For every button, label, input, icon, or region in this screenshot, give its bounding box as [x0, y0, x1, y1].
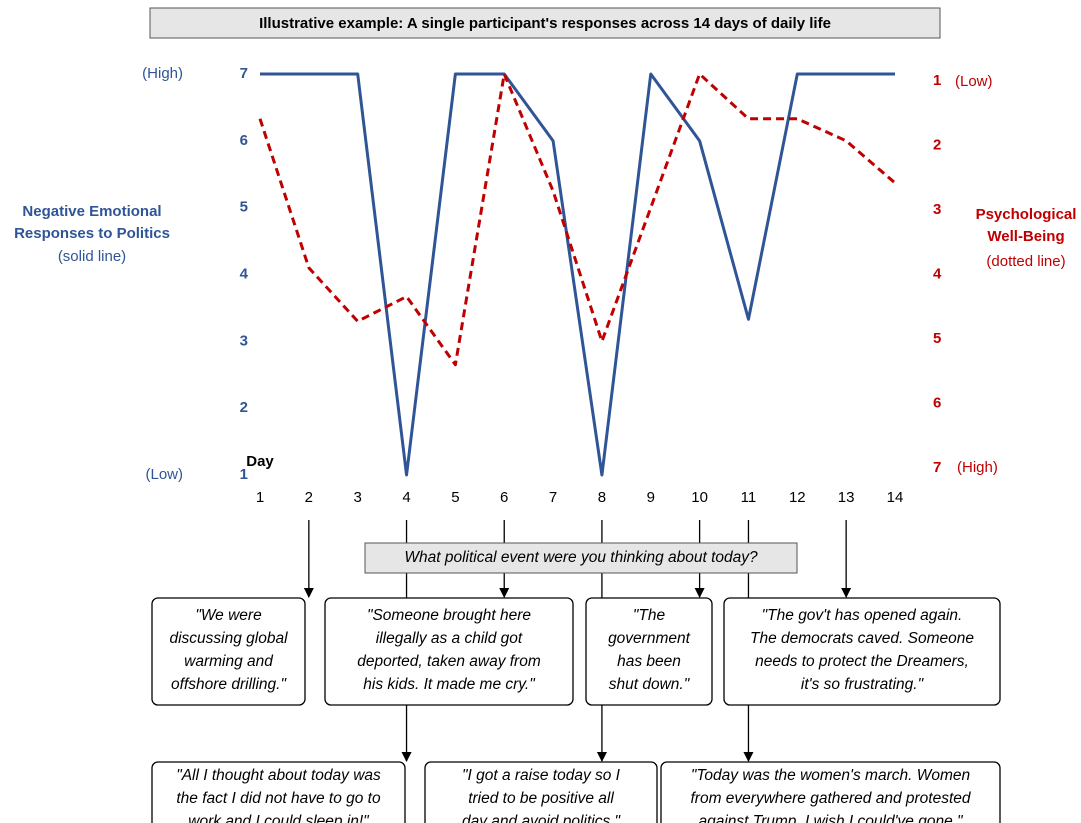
- question-box: [364, 542, 798, 574]
- response-text: "Today was the women's march. Women: [691, 767, 970, 784]
- y-tick-label: 6: [240, 132, 248, 149]
- response-text: offshore drilling.": [171, 676, 287, 693]
- y2-tick-label: 5: [933, 330, 941, 347]
- x-tick-label: 13: [838, 489, 855, 506]
- chart-title: Illustrative example: A single participa…: [259, 15, 831, 32]
- response-text: needs to protect the Dreamers,: [755, 653, 969, 670]
- y-tick-label: 5: [240, 199, 248, 216]
- response-text: deported, taken away from: [357, 653, 541, 670]
- series-line: [258, 72, 896, 367]
- x-tick-label: 11: [741, 489, 757, 506]
- response-text: discussing global: [169, 630, 288, 647]
- x-tick-label: 1: [256, 489, 264, 506]
- response-box: [151, 597, 306, 706]
- response-text: The democrats caved. Someone: [750, 630, 974, 647]
- response-text: "The: [633, 607, 666, 624]
- series-line: [260, 72, 895, 477]
- y-end-label: (High): [142, 65, 183, 82]
- x-tick-label: 4: [402, 489, 410, 506]
- y2-axis-title: Well-Being: [987, 228, 1064, 245]
- response-text: it's so frustrating.": [801, 676, 925, 693]
- y2-tick-label: 7: [933, 459, 941, 476]
- response-box: [324, 597, 574, 706]
- y-tick-label: 2: [240, 399, 248, 416]
- x-tick-label: 10: [691, 489, 708, 506]
- y2-end-label: (Low): [955, 73, 993, 90]
- response-text: from everywhere gathered and protested: [690, 790, 971, 807]
- response-text: day and avoid politics.": [462, 813, 622, 823]
- y2-axis-note: (dotted line): [986, 253, 1065, 270]
- response-text: "I got a raise today so I: [462, 767, 621, 784]
- response-text: has been: [617, 653, 681, 670]
- y-tick-label: 3: [240, 332, 248, 349]
- question: What political event were you thinking a…: [404, 549, 758, 566]
- x-tick-label: 8: [598, 489, 606, 506]
- x-tick-label: 7: [549, 489, 557, 506]
- response-text: tried to be positive all: [468, 790, 614, 807]
- response-text: the fact I did not have to go to: [176, 790, 381, 807]
- response-box: [723, 597, 1001, 706]
- x-tick-label: 5: [451, 489, 459, 506]
- y-axis-note: (solid line): [58, 248, 126, 265]
- x-tick-label: 6: [500, 489, 508, 506]
- x-tick-label: 14: [887, 489, 904, 506]
- response-text: "We were: [195, 607, 262, 624]
- title-box: [149, 7, 941, 39]
- x-tick-label: 12: [789, 489, 806, 506]
- response-box: [660, 761, 1001, 823]
- response-text: "The gov't has opened again.: [762, 607, 963, 624]
- x-axis-title: Day: [246, 453, 274, 470]
- response-text: shut down.": [609, 676, 691, 693]
- x-tick-label: 2: [305, 489, 313, 506]
- y2-axis-title: Psychological: [976, 206, 1077, 223]
- x-tick-label: 3: [354, 489, 362, 506]
- response-text: government: [608, 630, 691, 647]
- y-tick-label: 1: [240, 466, 248, 483]
- response-text: "Someone brought here: [367, 607, 531, 624]
- x-tick-label: 9: [647, 489, 655, 506]
- y2-tick-label: 4: [933, 266, 942, 283]
- response-text: illegally as a child got: [376, 630, 523, 647]
- response-text: against Trump. I wish I could've gone.": [698, 813, 964, 823]
- response-box: [424, 761, 658, 823]
- y-axis-title: Negative Emotional: [22, 203, 161, 220]
- response-text: "All I thought about today was: [176, 767, 381, 784]
- response-text: work and I could sleep in!": [188, 813, 370, 823]
- response-text: his kids. It made me cry.": [363, 676, 536, 693]
- y-end-label: (Low): [145, 466, 183, 483]
- y2-tick-label: 3: [933, 201, 941, 218]
- response-text: warming and: [184, 653, 274, 670]
- y-tick-label: 4: [240, 265, 249, 282]
- response-box: [151, 761, 406, 823]
- response-box: [585, 597, 713, 706]
- y2-tick-label: 2: [933, 137, 941, 154]
- y-tick-label: 7: [240, 65, 248, 82]
- y2-tick-label: 1: [933, 72, 941, 89]
- y-axis-title: Responses to Politics: [14, 225, 170, 242]
- y2-end-label: (High): [957, 459, 998, 476]
- y2-tick-label: 6: [933, 395, 941, 412]
